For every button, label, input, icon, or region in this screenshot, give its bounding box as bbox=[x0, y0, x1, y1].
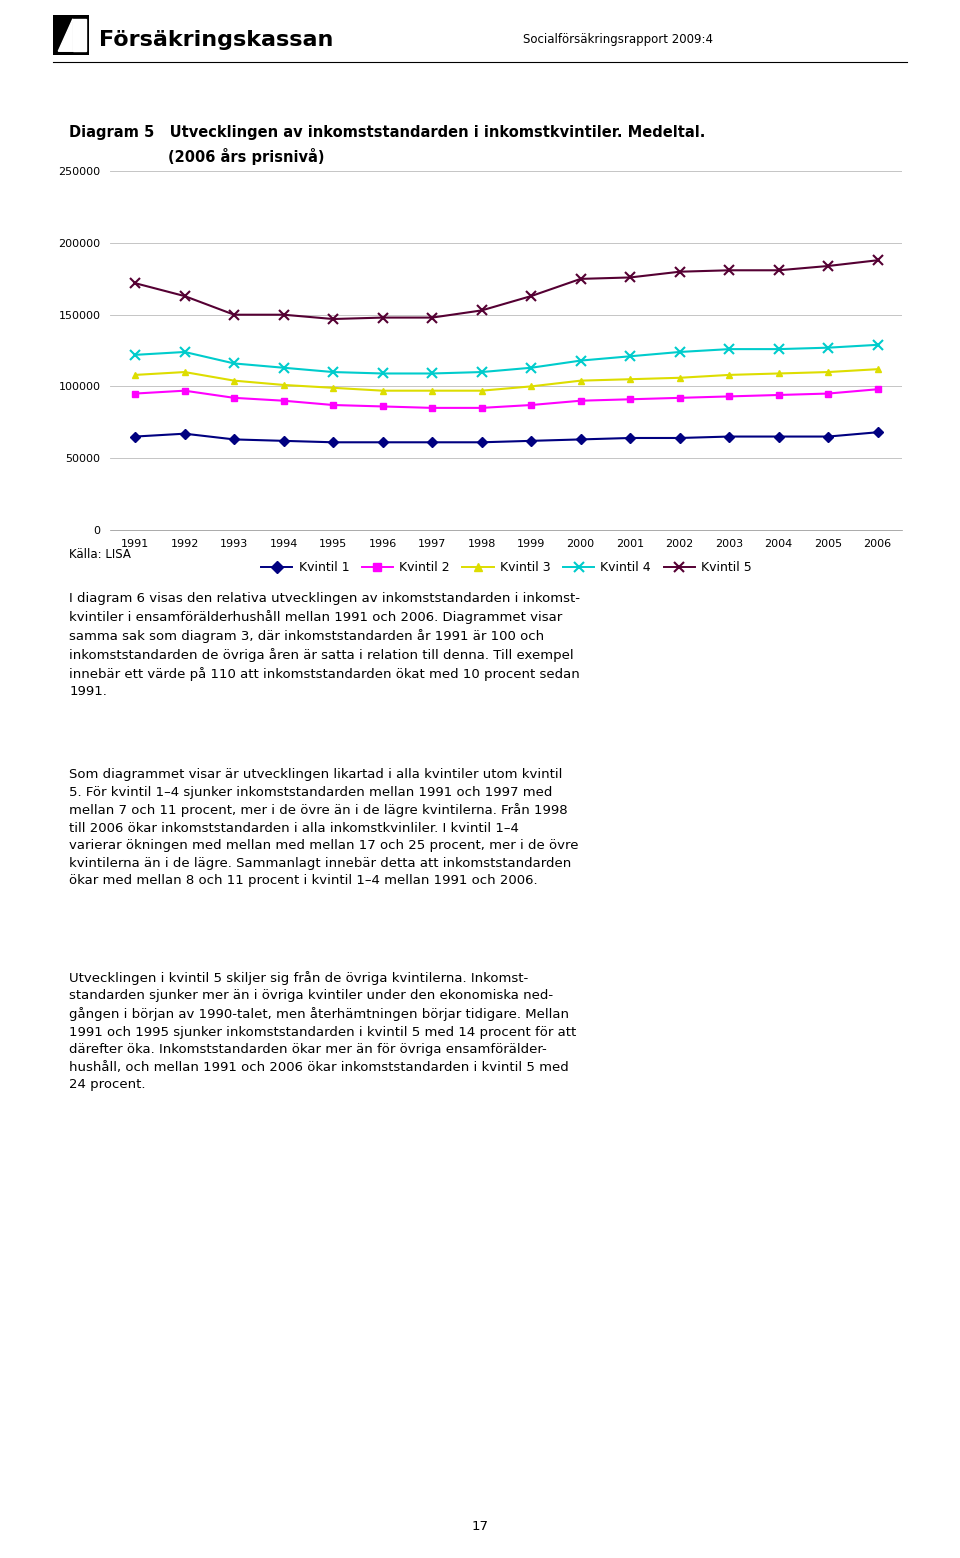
Text: I diagram 6 visas den relativa utvecklingen av inkomststandarden i inkomst-
kvin: I diagram 6 visas den relativa utvecklin… bbox=[69, 592, 580, 698]
Text: Försäkringskassan: Försäkringskassan bbox=[99, 30, 333, 50]
Text: 17: 17 bbox=[471, 1521, 489, 1533]
Legend: Kvintil 1, Kvintil 2, Kvintil 3, Kvintil 4, Kvintil 5: Kvintil 1, Kvintil 2, Kvintil 3, Kvintil… bbox=[256, 556, 756, 580]
Text: Utvecklingen i kvintil 5 skiljer sig från de övriga kvintilerna. Inkomst-
standa: Utvecklingen i kvintil 5 skiljer sig frå… bbox=[69, 971, 576, 1091]
Text: Socialförsäkringsrapport 2009:4: Socialförsäkringsrapport 2009:4 bbox=[523, 33, 713, 47]
Bar bbox=[73, 19, 85, 51]
Text: (2006 års prisnivå): (2006 års prisnivå) bbox=[168, 148, 324, 165]
Polygon shape bbox=[59, 19, 73, 51]
Text: Som diagrammet visar är utvecklingen likartad i alla kvintiler utom kvintil
5. F: Som diagrammet visar är utvecklingen lik… bbox=[69, 768, 579, 888]
Text: Källa: LISA: Källa: LISA bbox=[69, 548, 131, 561]
Text: Diagram 5   Utvecklingen av inkomststandarden i inkomstkvintiler. Medeltal.: Diagram 5 Utvecklingen av inkomststandar… bbox=[69, 125, 706, 140]
